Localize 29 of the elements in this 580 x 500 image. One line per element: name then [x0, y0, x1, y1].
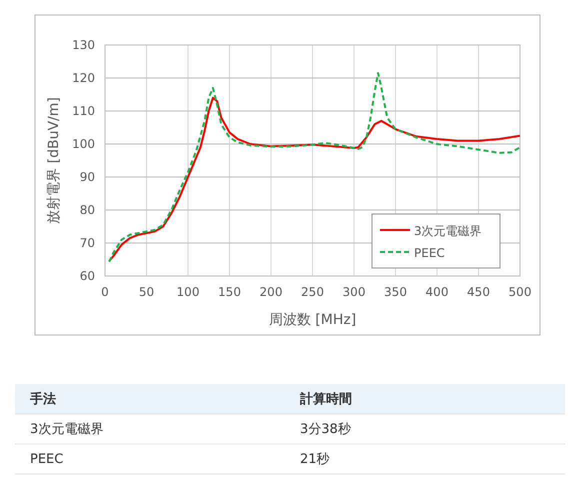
x-tick-label: 500 — [508, 285, 532, 299]
x-tick-label: 150 — [218, 285, 241, 299]
y-axis-title: 放射電界 [dBuV/m] — [46, 97, 62, 224]
legend-label: PEEC — [414, 246, 445, 260]
x-tick-label: 50 — [138, 285, 154, 299]
y-tick-label: 70 — [80, 236, 95, 250]
text: PEEC — [30, 452, 64, 467]
text: 手法 — [29, 391, 56, 407]
legend-label: 3次元電磁界 — [414, 224, 482, 238]
x-tick-label: 400 — [426, 285, 448, 299]
x-tick-label: 0 — [101, 285, 109, 299]
text: 21秒 — [300, 452, 330, 467]
x-tick-label: 350 — [384, 285, 407, 299]
x-axis-title: 周波数 [MHz] — [268, 312, 356, 328]
y-tick-label: 60 — [80, 269, 95, 283]
x-tick-label: 100 — [176, 285, 200, 299]
y-tick-label: 100 — [72, 137, 95, 151]
text: 計算時間 — [299, 391, 352, 407]
y-tick-label: 130 — [72, 38, 95, 52]
x-tick-label: 300 — [342, 285, 366, 299]
text: 3次元電磁界 — [30, 422, 104, 437]
y-tick-label: 110 — [72, 104, 95, 118]
x-tick-label: 200 — [260, 285, 282, 299]
y-tick-label: 120 — [72, 71, 95, 85]
x-tick-label: 450 — [467, 285, 490, 299]
y-tick-label: 90 — [80, 170, 95, 184]
text: 3分38秒 — [300, 422, 351, 437]
y-tick-label: 80 — [80, 203, 95, 217]
x-tick-label: 250 — [301, 285, 324, 299]
